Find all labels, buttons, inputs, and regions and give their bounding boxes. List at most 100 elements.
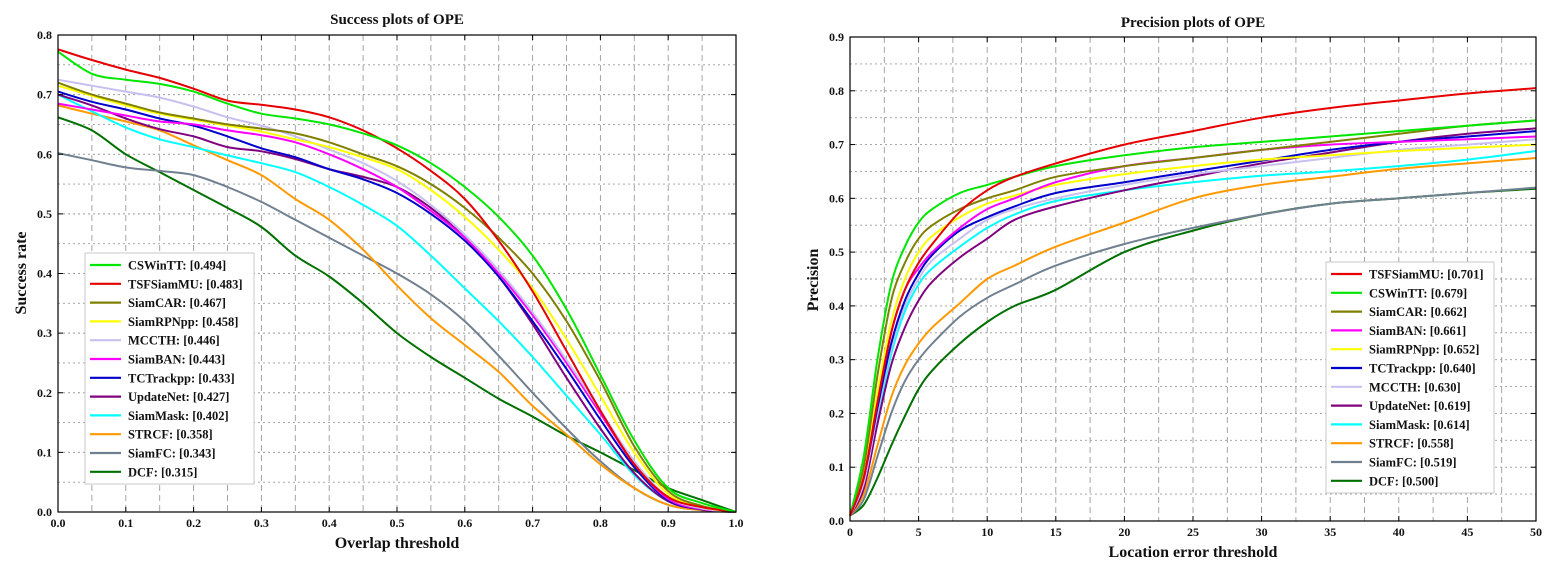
precision-xtick-label: 15 [1050,525,1062,539]
success-legend-label-siammask: SiamMask: [0.402] [128,409,229,423]
precision-xtick-label: 35 [1324,525,1336,539]
success-xtick-label: 0.8 [593,516,608,530]
success-xtick-label: 0.2 [186,516,201,530]
precision-ytick-label: 0.0 [829,514,844,528]
precision-plot-legend: TSFSiamMU: [0.701] CSWinTT: [0.679] SiamCA… [1325,261,1495,494]
precision-ytick-label: 0.6 [829,191,844,205]
precision-legend-label-cswintt: CSWinTT: [0.679] [1369,286,1467,300]
precision-xtick-label: 40 [1393,525,1405,539]
success-xtick-label: 0.4 [322,516,337,530]
success-ytick-label: 0.2 [37,386,52,400]
precision-xtick-label: 30 [1256,525,1268,539]
success-xtick-label: 0.6 [457,516,472,530]
success-plot-xlabel: Overlap threshold [335,535,460,552]
precision-legend-label-tsfsiammu: TSFSiamMU: [0.701] [1369,268,1484,282]
success-plot-legend: CSWinTT: [0.494] TSFSiamMU: [0.483] SiamCA… [84,252,255,485]
success-series-cswintt [57,50,737,513]
precision-series-siamfc [849,186,1537,517]
precision-series-tsfsiammu [849,87,1537,516]
precision-series-siamcar [849,119,1537,516]
success-series-tsfsiammu [57,48,737,513]
success-ytick-label: 0.0 [37,505,52,519]
success-legend-label-siamfc: SiamFC: [0.343] [128,447,216,461]
precision-legend-label-mccth: MCCTH: [0.630] [1369,380,1461,394]
precision-plot-series [849,87,1537,517]
precision-ytick-label: 0.1 [829,460,844,474]
precision-legend-label-siamrpnpp: SiamRPNpp: [0.652] [1369,343,1479,357]
success-legend-label-tctrackpp: TCTrackpp: [0.433] [128,371,235,385]
success-legend-label-siamcar: SiamCAR: [0.467] [128,296,226,310]
precision-ytick-label: 0.7 [829,138,844,152]
precision-xtick-label: 20 [1118,525,1130,539]
success-ytick-label: 0.5 [37,207,52,221]
precision-xtick-label: 5 [916,525,922,539]
precision-series-siamrpnpp [849,143,1537,516]
precision-xtick-label: 45 [1461,525,1473,539]
success-plot-grid [58,35,736,512]
success-legend-label-strcf: STRCF: [0.358] [128,428,213,442]
precision-ytick-label: 0.3 [829,353,844,367]
success-series-mccth [57,78,737,513]
precision-ytick-label: 0.2 [829,406,844,420]
precision-ytick-label: 0.9 [829,30,844,44]
success-series-siammask [57,93,737,513]
success-plot-panel: Success plots of OPE 0.0 0.1 0.2 0.3 0.4 0.5 0… [13,12,744,552]
success-plot-ylabel: Success rate [13,231,30,314]
precision-plot-title: Precision plots of OPE [1121,15,1265,31]
precision-legend-label-siamban: SiamBAN: [0.661] [1369,324,1466,338]
success-xtick-label: 1.0 [729,516,744,530]
success-plot-title: Success plots of OPE [330,12,464,28]
precision-legend-label-siamcar: SiamCAR: [0.662] [1369,305,1467,319]
precision-series-tctrackpp [849,130,1537,516]
precision-xtick-label: 25 [1187,525,1199,539]
precision-ytick-label: 0.4 [829,299,844,313]
precision-xtick-label: 0 [847,525,853,539]
precision-legend-label-strcf: STRCF: [0.558] [1369,437,1454,451]
success-xtick-label: 0.7 [525,516,540,530]
precision-legend-label-siamfc: SiamFC: [0.519] [1369,456,1457,470]
success-ytick-label: 0.7 [37,88,52,102]
precision-plot-panel: Precision plots of OPE 0 5 10 15 20 25 30 35 40 4… [805,15,1542,561]
success-ytick-label: 0.3 [37,326,52,340]
success-legend-label-siamrpnpp: SiamRPNpp: [0.458] [128,315,238,329]
precision-series-updatenet [849,127,1537,517]
success-ytick-label: 0.4 [37,267,52,281]
success-xtick-label: 0.0 [51,516,66,530]
success-series-tctrackpp [57,90,737,513]
precision-plot-ylabel: Precision [805,249,822,312]
success-xtick-label: 0.1 [118,516,133,530]
precision-series-strcf [849,157,1537,517]
precision-plot-ticks: 0 5 10 15 20 25 30 35 40 45 50 0.0 0.1 0.2 0.3 0.4 0.5 0.… [829,30,1542,539]
success-legend-label-dcf: DCF: [0.315] [128,465,197,479]
success-legend-label-tsfsiammu: TSFSiamMU: [0.483] [128,277,243,291]
success-xtick-label: 0.3 [254,516,269,530]
success-ytick-label: 0.1 [37,445,52,459]
success-xtick-label: 0.5 [390,516,405,530]
precision-plot-xlabel: Location error threshold [1109,544,1278,561]
precision-plot-legend-box [1325,261,1495,494]
precision-legend-label-tctrackpp: TCTrackpp: [0.640] [1369,362,1476,376]
success-series-siamcar [57,81,737,513]
success-legend-label-siamban: SiamBAN: [0.443] [128,353,225,367]
precision-legend-label-dcf: DCF: [0.500] [1369,474,1438,488]
precision-xtick-label: 50 [1530,525,1542,539]
success-plot-legend-box [84,252,255,485]
success-xtick-label: 0.9 [661,516,676,530]
success-legend-label-cswintt: CSWinTT: [0.494] [128,259,226,273]
success-ytick-label: 0.6 [37,147,52,161]
precision-ytick-label: 0.5 [829,245,844,259]
precision-series-siammask [849,150,1537,517]
success-plot-series [57,48,737,513]
precision-xtick-label: 10 [981,525,993,539]
success-legend-label-mccth: MCCTH: [0.446] [128,334,220,348]
success-plot-ticks: 0.0 0.1 0.2 0.3 0.4 0.5 0.6 0.7 0.8 0.9 1.0 0.0 0.1 0… [37,28,744,530]
success-series-siamrpnpp [57,84,737,513]
precision-legend-label-updatenet: UpdateNet: [0.619] [1369,399,1470,413]
precision-ytick-label: 0.8 [829,84,844,98]
precision-legend-label-siammask: SiamMask: [0.614] [1369,418,1470,432]
success-legend-label-updatenet: UpdateNet: [0.427] [128,390,229,404]
success-ytick-label: 0.8 [37,28,52,42]
precision-series-mccth [849,138,1537,517]
success-series-strcf [57,104,737,513]
